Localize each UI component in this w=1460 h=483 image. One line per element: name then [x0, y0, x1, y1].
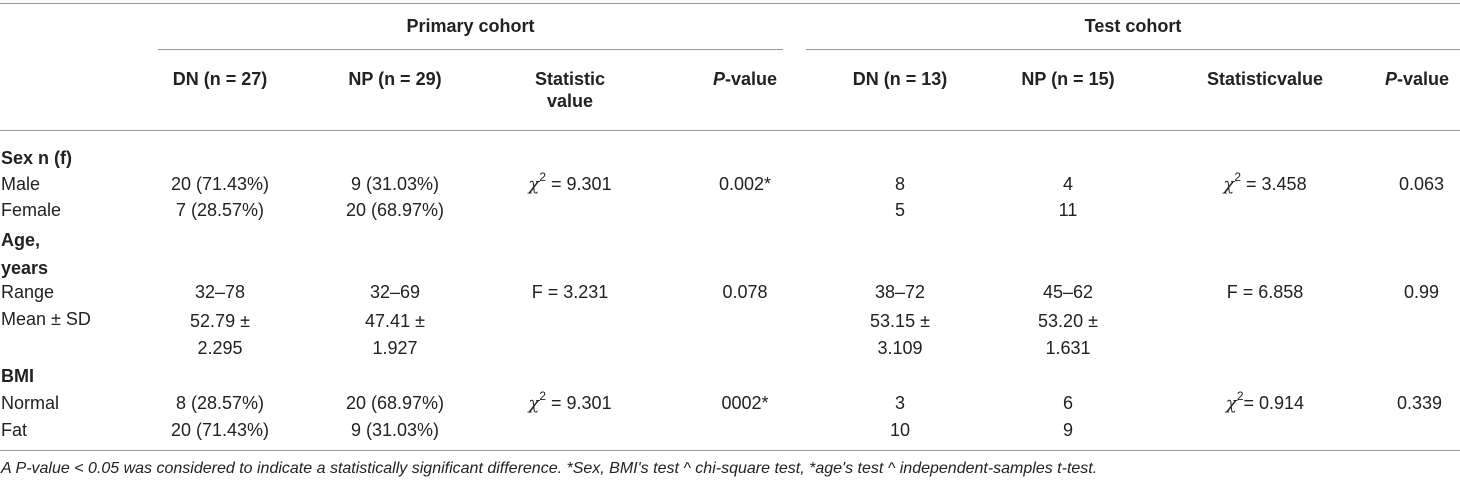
- row-female-dn-primary: 7 (28.57%): [175, 200, 265, 220]
- row-range-label: Range: [1, 282, 55, 302]
- col-dn-test: DN (n = 13): [852, 69, 948, 89]
- row-normal-dn-primary: 8 (28.57%): [175, 393, 265, 413]
- row-fat-np-primary: 9 (31.03%): [350, 420, 440, 440]
- row-range-np-primary: 32–69: [369, 282, 421, 302]
- row-normal-dn-test: 3: [894, 393, 905, 413]
- row-male-p-test: 0.063: [1399, 174, 1445, 194]
- row-fat-dn-test: 10: [889, 420, 911, 440]
- row-normal-label: Normal: [1, 393, 60, 413]
- col-stat-test: Statisticvalue: [1206, 69, 1324, 89]
- row-mean-np-test: 53.20 ±1.631: [1038, 311, 1098, 358]
- row-normal-p-test: 0.339: [1397, 393, 1443, 413]
- top-rule: [0, 3, 1460, 4]
- section-age: Age, years: [1, 230, 49, 278]
- row-range-stat-test: F = 6.858: [1226, 282, 1304, 302]
- row-range-dn-primary: 32–78: [194, 282, 246, 302]
- row-male-dn-test: 8: [894, 174, 905, 194]
- col-p-test: P-value: [1385, 69, 1450, 89]
- header-rule: [0, 130, 1460, 131]
- row-female-dn-test: 5: [894, 200, 905, 220]
- row-female-np-primary: 20 (68.97%): [345, 200, 445, 220]
- row-fat-dn-primary: 20 (71.43%): [170, 420, 270, 440]
- row-male-p-primary: 0.002*: [718, 174, 772, 194]
- row-female-np-test: 11: [1058, 200, 1078, 220]
- col-p-primary: P-value: [712, 69, 778, 89]
- row-range-dn-test: 38–72: [874, 282, 926, 302]
- row-fat-np-test: 9: [1062, 420, 1073, 440]
- row-male-stat-primary: χ2 = 9.301: [528, 170, 612, 195]
- row-male-np-primary: 9 (31.03%): [350, 174, 440, 194]
- section-sex: Sex n (f): [1, 148, 73, 168]
- row-range-stat-primary: F = 3.231: [531, 282, 609, 302]
- row-male-label: Male: [1, 174, 41, 194]
- row-range-np-test: 45–62: [1042, 282, 1094, 302]
- col-dn-primary: DN (n = 27): [172, 69, 268, 89]
- row-male-np-test: 4: [1062, 174, 1073, 194]
- row-mean-dn-test: 53.15 ±3.109: [870, 311, 930, 358]
- row-mean-np-primary: 47.41 ±1.927: [365, 311, 425, 358]
- table-footnote: A P-value < 0.05 was considered to indic…: [1, 460, 1098, 477]
- row-normal-np-test: 6: [1062, 393, 1073, 413]
- test-group-rule: [806, 49, 1460, 50]
- col-np-test: NP (n = 15): [1021, 69, 1115, 89]
- col-np-primary: NP (n = 29): [348, 69, 442, 89]
- row-female-label: Female: [1, 200, 62, 220]
- row-mean-label: Mean ± SD: [1, 309, 91, 329]
- primary-cohort-header: Primary cohort: [406, 16, 535, 36]
- row-male-dn-primary: 20 (71.43%): [170, 174, 270, 194]
- row-mean-dn-primary: 52.79 ±2.295: [190, 311, 250, 358]
- row-range-p-primary: 0.078: [722, 282, 768, 302]
- row-male-stat-test: χ2 = 3.458: [1223, 170, 1307, 195]
- bottom-rule: [0, 450, 1460, 451]
- primary-group-rule: [158, 49, 783, 50]
- row-normal-np-primary: 20 (68.97%): [345, 393, 445, 413]
- row-fat-label: Fat: [1, 420, 28, 440]
- row-range-p-test: 0.99: [1404, 282, 1440, 302]
- row-normal-p-primary: 0002*: [721, 393, 769, 413]
- row-normal-stat-primary: χ2 = 9.301: [528, 389, 612, 414]
- test-cohort-header: Test cohort: [1084, 16, 1182, 36]
- col-stat-primary: Statistic value: [534, 69, 606, 111]
- section-bmi: BMI: [1, 366, 34, 386]
- row-normal-stat-test: χ2= 0.914: [1225, 389, 1305, 414]
